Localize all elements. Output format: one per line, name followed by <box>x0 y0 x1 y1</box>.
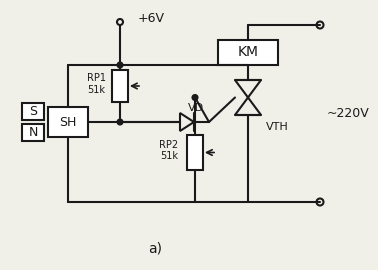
Circle shape <box>118 62 122 68</box>
Bar <box>22 124 44 141</box>
Text: RP2
51k: RP2 51k <box>160 140 178 161</box>
Text: VTH: VTH <box>266 122 289 132</box>
Text: RP1
51k: RP1 51k <box>87 73 105 95</box>
Bar <box>48 107 88 137</box>
Bar <box>218 40 278 65</box>
Text: +6V: +6V <box>138 12 165 25</box>
Bar <box>22 103 44 120</box>
Circle shape <box>192 95 197 100</box>
Bar <box>187 135 203 170</box>
Text: a): a) <box>148 241 162 255</box>
Circle shape <box>118 120 122 124</box>
Bar <box>112 70 128 102</box>
Text: KM: KM <box>237 46 259 59</box>
Text: N: N <box>28 126 38 139</box>
Text: SH: SH <box>59 116 77 129</box>
Text: S: S <box>29 105 37 118</box>
Text: ~220V: ~220V <box>327 107 369 120</box>
Text: VD: VD <box>188 103 204 113</box>
